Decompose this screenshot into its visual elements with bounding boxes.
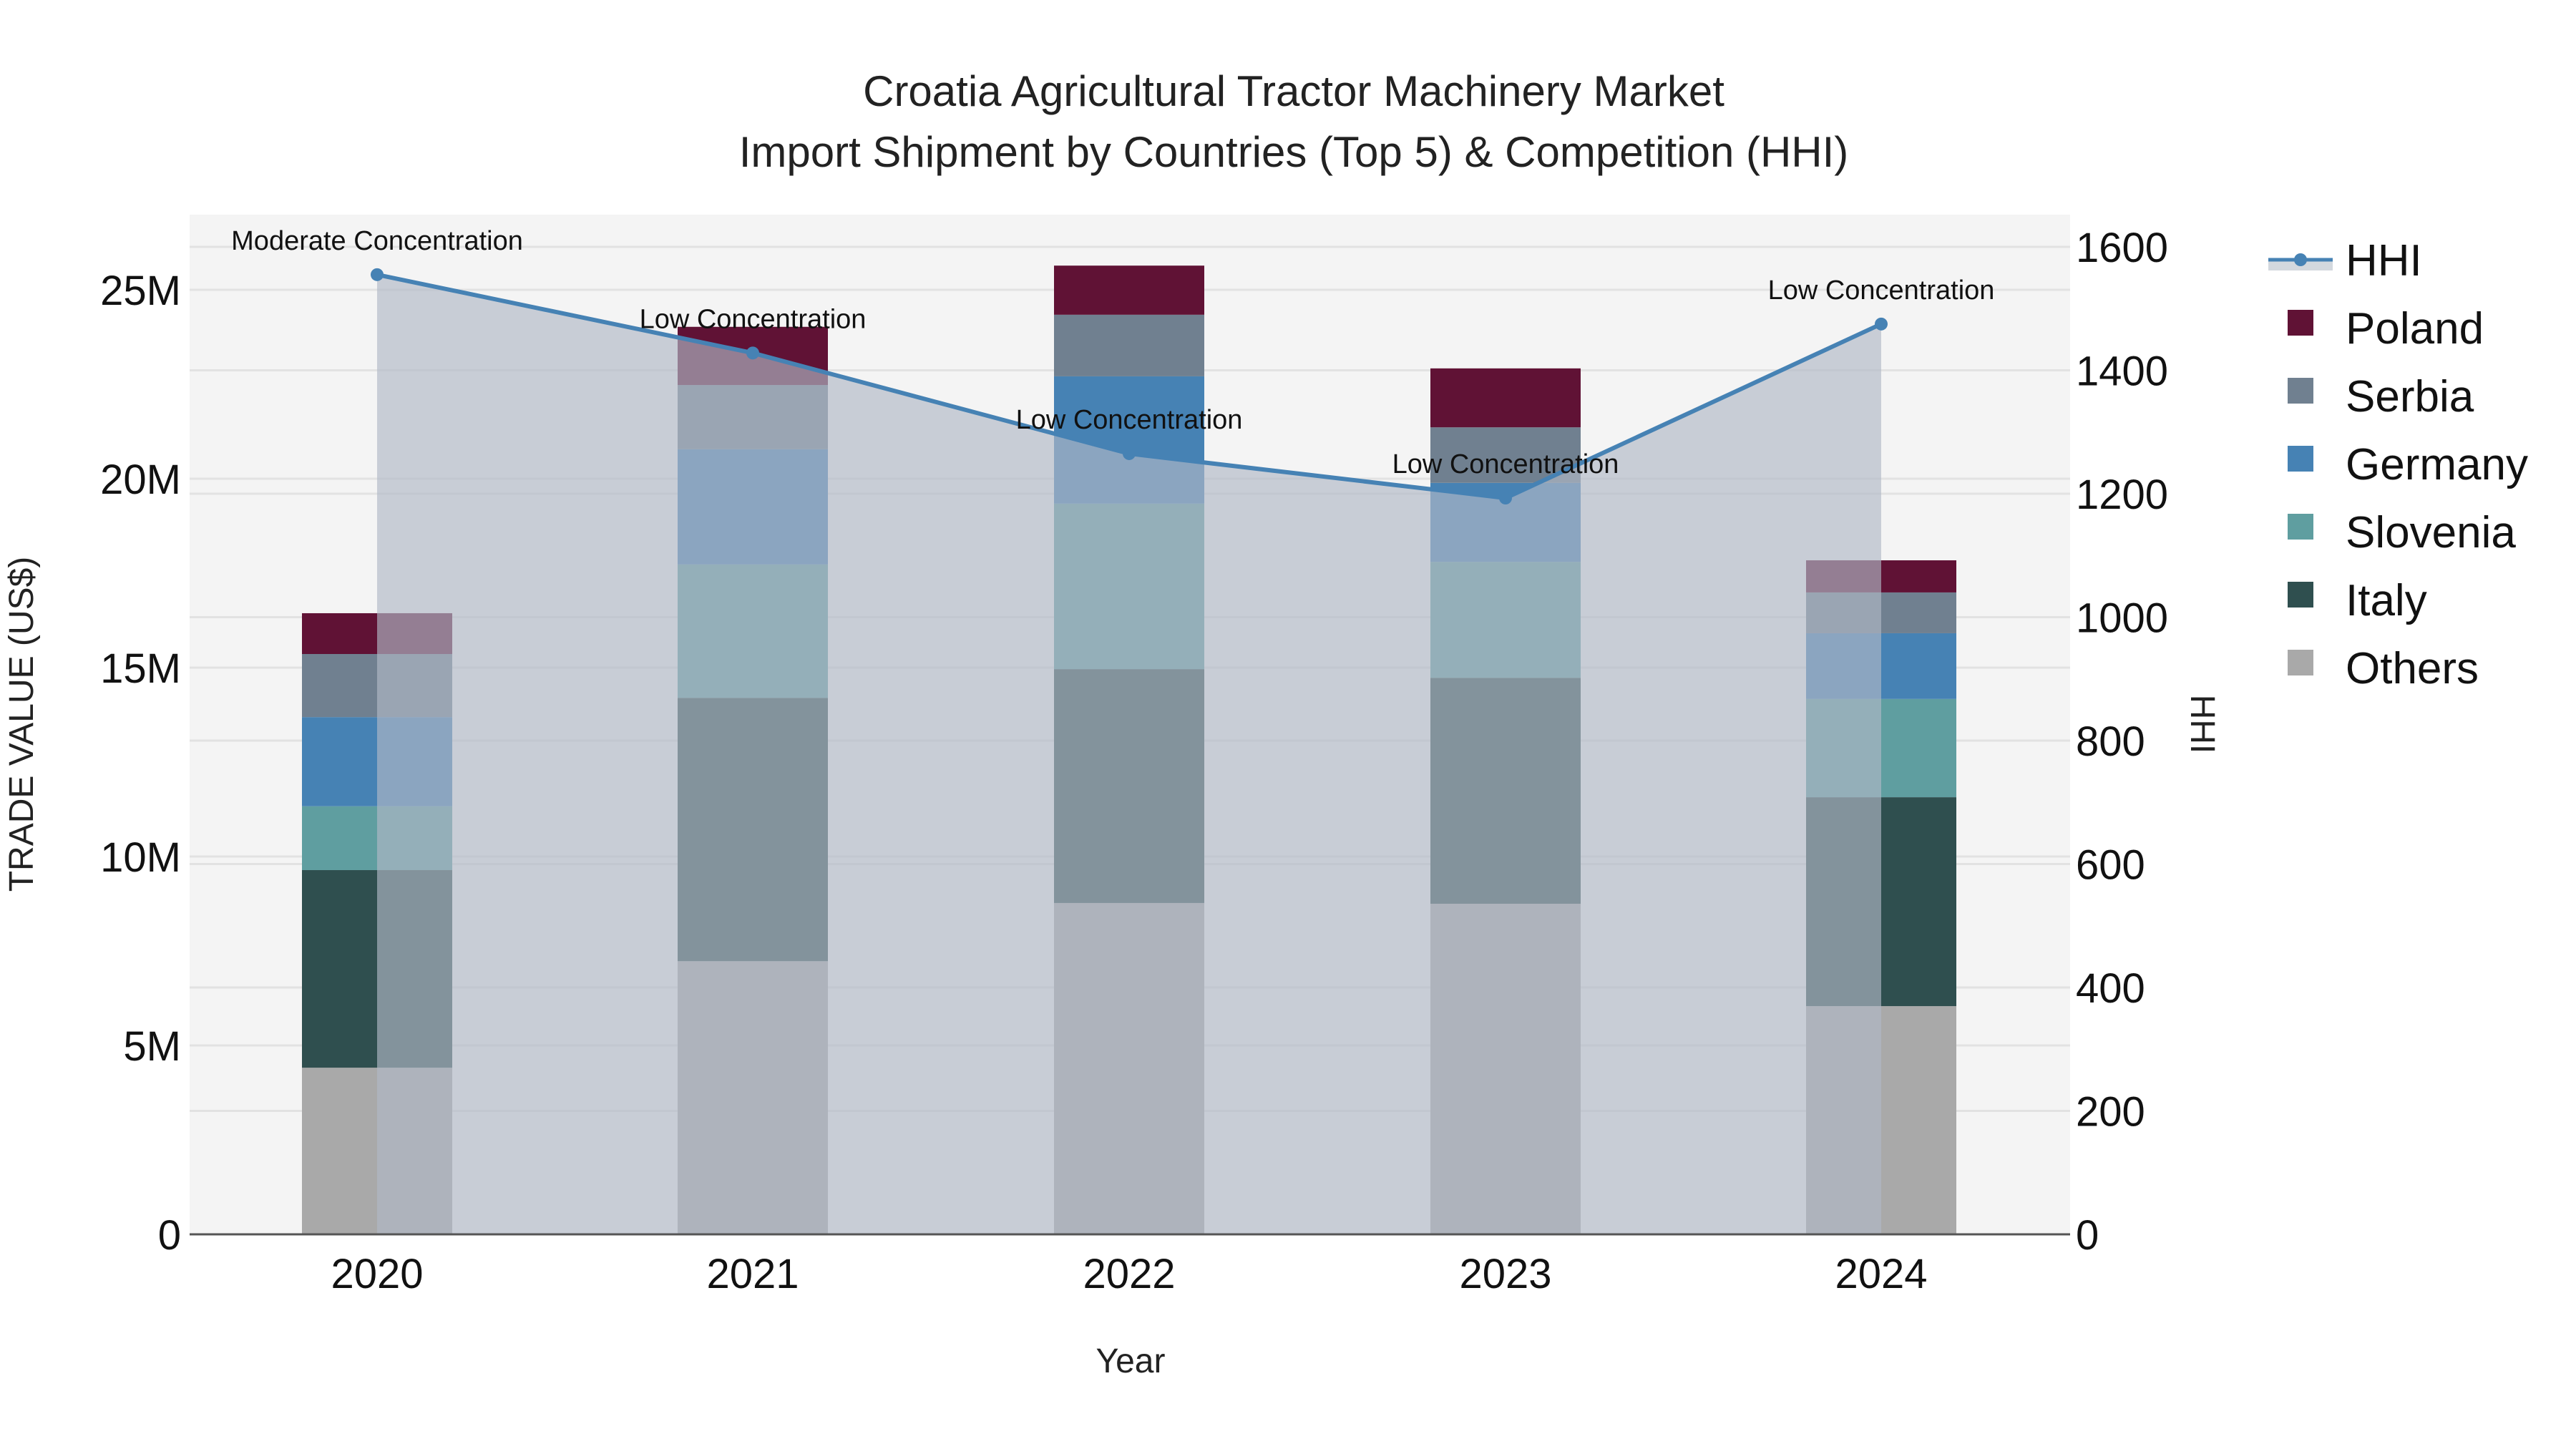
y-tick-label: 15M: [100, 645, 181, 692]
hhi-annotation-2022: Low Concentration: [1016, 405, 1243, 435]
legend-label: Slovenia: [2346, 508, 2516, 557]
y2-tick-label: 1600: [2076, 225, 2168, 271]
hhi-annotation-2023: Low Concentration: [1392, 449, 1619, 479]
legend-item-serbia[interactable]: Serbia: [2288, 372, 2474, 421]
hhi-area: [377, 274, 1881, 1234]
y-axis-title: TRADE VALUE (US$): [3, 557, 41, 892]
legend-item-slovenia[interactable]: Slovenia: [2288, 508, 2516, 557]
legend-swatch-icon: [2288, 650, 2313, 675]
y-tick-label: 10M: [100, 834, 181, 881]
hhi-marker-2023[interactable]: [1499, 492, 1512, 505]
legend-swatch-icon: [2288, 582, 2313, 608]
y2-axis-ticks: 0 200 400 600 800 1000 1200 1400 1600: [2076, 225, 2168, 1259]
legend-label: Italy: [2346, 576, 2427, 625]
legend-label: Serbia: [2346, 372, 2474, 421]
legend-label: Poland: [2346, 304, 2484, 353]
hhi-marker-2020[interactable]: [371, 268, 384, 281]
y-tick-label: 25M: [100, 268, 181, 314]
legend-swatch-icon: [2288, 310, 2313, 336]
legend-label: HHI: [2346, 236, 2422, 286]
y-tick-label: 20M: [100, 457, 181, 503]
legend-marker-icon: [2294, 253, 2307, 266]
x-axis-ticks: 2020 2021 2022 2023 2024: [331, 1251, 1927, 1297]
hhi-annotation-2024: Low Concentration: [1768, 275, 1995, 306]
legend-item-italy[interactable]: Italy: [2288, 576, 2427, 625]
legend-swatch-icon: [2288, 514, 2313, 540]
hhi-line: [371, 268, 1888, 505]
legend-item-hhi[interactable]: HHI: [2268, 236, 2422, 286]
x-tick-label: 2023: [1459, 1251, 1551, 1297]
y-tick-label: 5M: [123, 1023, 181, 1070]
bar-segment-poland-2022[interactable]: [1054, 265, 1204, 315]
legend-label: Others: [2346, 644, 2479, 693]
hhi-marker-2021[interactable]: [746, 346, 759, 360]
legend-swatch-icon: [2288, 378, 2313, 404]
y2-tick-label: 1000: [2076, 595, 2168, 642]
chart-subtitle: Import Shipment by Countries (Top 5) & C…: [739, 128, 1849, 176]
hhi-marker-2024[interactable]: [1875, 317, 1888, 331]
legend-label: Germany: [2346, 440, 2528, 489]
legend-item-germany[interactable]: Germany: [2288, 440, 2528, 489]
x-tick-label: 2022: [1083, 1251, 1175, 1297]
hhi-annotation-2020: Moderate Concentration: [231, 226, 523, 256]
bar-segment-serbia-2022[interactable]: [1054, 314, 1204, 376]
y2-tick-label: 0: [2076, 1212, 2099, 1259]
y2-tick-label: 800: [2076, 718, 2145, 765]
x-tick-label: 2020: [331, 1251, 423, 1297]
y-axis-ticks: 0 5M 10M 15M 20M 25M: [100, 268, 181, 1259]
hhi-area-fill: [377, 274, 1881, 1234]
hhi-marker-2022[interactable]: [1123, 447, 1136, 460]
y2-tick-label: 600: [2076, 842, 2145, 889]
y2-axis-title: HHI: [2183, 695, 2221, 754]
legend: HHI Poland Serbia Germany Slovenia Italy Other…: [2268, 236, 2528, 693]
x-axis-title: Year: [1096, 1342, 1166, 1380]
hhi-annotation-2021: Low Concentration: [640, 304, 867, 334]
hhi-annotations: Moderate Concentration Low Concentration L…: [231, 226, 1994, 479]
y2-tick-label: 200: [2076, 1089, 2145, 1136]
legend-item-others[interactable]: Others: [2288, 644, 2479, 693]
chart-title: Croatia Agricultural Tractor Machinery M…: [863, 67, 1724, 115]
y-tick-label: 0: [158, 1212, 181, 1259]
y2-tick-label: 1200: [2076, 472, 2168, 518]
bar-segment-poland-2023[interactable]: [1430, 368, 1581, 428]
x-tick-label: 2024: [1835, 1251, 1927, 1297]
legend-swatch-icon: [2288, 446, 2313, 472]
y2-tick-label: 1400: [2076, 348, 2168, 395]
x-tick-label: 2021: [706, 1251, 799, 1297]
legend-item-poland[interactable]: Poland: [2288, 304, 2484, 353]
y2-tick-label: 400: [2076, 965, 2145, 1012]
